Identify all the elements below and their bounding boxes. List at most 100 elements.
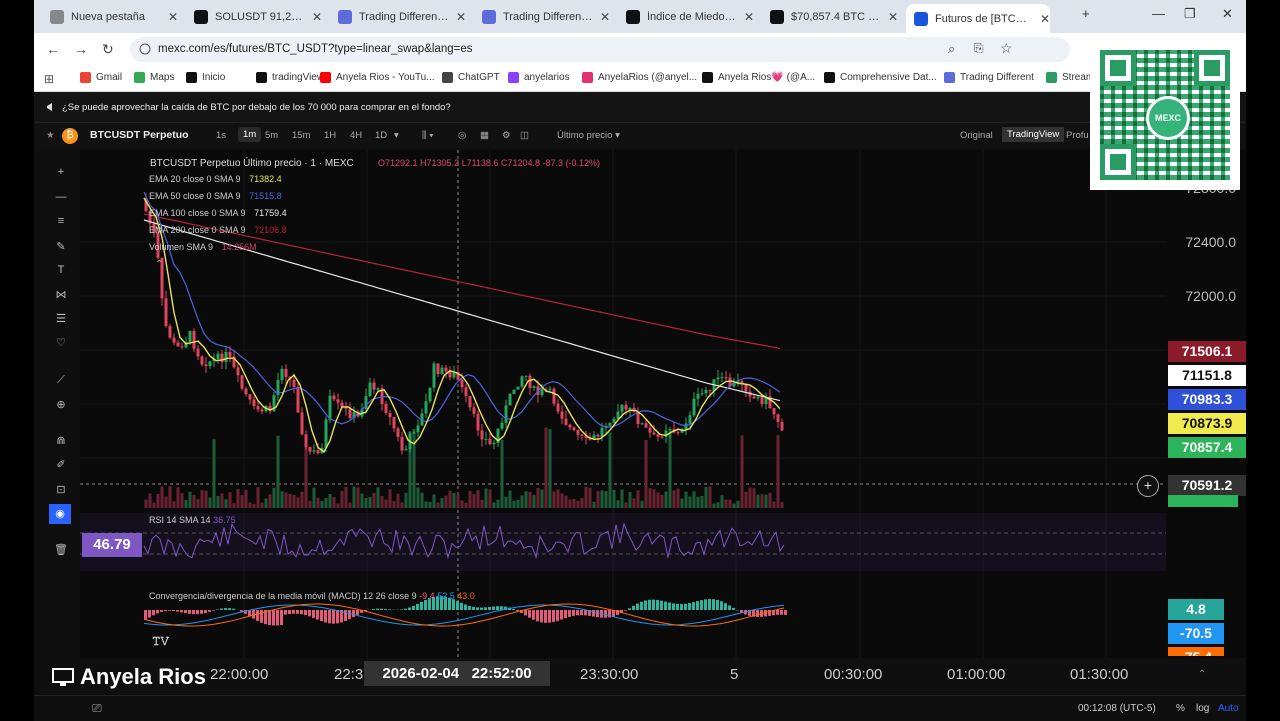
bookmark-item[interactable]: Gmail [80,72,122,83]
candle-body [405,449,408,450]
heart-icon[interactable]: ♡ [54,336,68,350]
interval-5m[interactable]: 5m [265,130,278,141]
ruler-icon[interactable]: ⟋ [54,374,68,388]
browser-tab[interactable]: $70,857.4 BTC Bitcoin✕ [762,5,898,29]
macd-histogram-bar [656,600,659,610]
close-tab-icon[interactable]: ✕ [456,10,466,24]
bookmark-item[interactable]: tradingView [256,72,324,83]
candle-body [329,396,332,420]
candle-body [221,354,224,362]
close-tab-icon[interactable]: ✕ [600,10,610,24]
forward-icon[interactable]: → [74,41,88,57]
browser-tab[interactable]: SOLUSDT 91,2116✕ [186,5,322,29]
bookmark-star-icon[interactable]: ☆ [1000,40,1013,57]
snapshot-icon[interactable]: ◫ [520,130,529,141]
bookmark-item[interactable]: anyelarios [508,72,570,83]
view-option[interactable]: Original [960,130,993,141]
scroll-to-realtime-icon[interactable]: ⌃ [1198,669,1206,680]
horizontal-lines-icon[interactable]: ≡ [54,215,68,229]
macd-histogram-bar [300,610,303,614]
screen-icon[interactable]: ⎚ [92,701,102,716]
fib-tool-icon[interactable]: ☰ [54,312,68,326]
hide-drawings-icon[interactable]: ◉ [49,504,71,524]
browser-tab[interactable]: Trading Different - Pl✕ [474,5,610,29]
interval-15m[interactable]: 15m [292,130,310,141]
indicator-legend-row[interactable]: EMA 50 close 0 SMA 9 71515.8 [149,191,282,201]
macd-histogram-bar [676,604,679,610]
zoom-in-icon[interactable]: ⊕ [54,398,68,412]
zoom-icon[interactable]: ⌕ [948,41,955,57]
minimize-icon[interactable]: — [1152,6,1165,21]
auto-toggle[interactable]: Auto [1218,703,1239,714]
collapse-legend-icon[interactable]: ⌃ [155,259,163,270]
trash-icon[interactable]: 🗑 [54,543,68,557]
indicator-legend-row[interactable]: EMA 200 close 0 SMA 9 72106.8 [149,225,287,235]
favorite-star-icon[interactable]: ★ [46,130,55,141]
close-tab-icon[interactable]: ✕ [888,10,898,24]
view-option[interactable]: TradingView [1002,127,1064,142]
site-settings-icon[interactable] [139,43,151,55]
apps-grid-icon[interactable]: ⊞ [44,72,54,86]
reload-icon[interactable]: ↻ [102,41,114,58]
bookmark-item[interactable]: Maps [134,72,174,83]
layout-icon[interactable]: ▦ [480,130,489,141]
browser-tab[interactable]: Nueva pestaña✕ [42,5,178,29]
close-tab-icon[interactable]: ✕ [312,10,322,24]
news-banner[interactable]: ¿Se puede aprovechar la caída de BTC por… [34,92,1246,123]
bookmark-item[interactable]: ChatGPT [442,72,500,83]
candle-body [333,396,336,400]
pencil-tool-icon[interactable]: ✎ [54,240,68,254]
interval-1s[interactable]: 1s [216,130,226,141]
volume-bar [161,487,164,508]
percent-toggle[interactable]: % [1176,703,1185,714]
maximize-icon[interactable]: ❐ [1184,6,1196,22]
candle-type-icon[interactable]: ⫼ ▾ [422,130,434,141]
macd-histogram-bar [496,606,499,610]
interval-1m[interactable]: 1m [238,127,261,142]
bookmark-item[interactable]: Comprehensive Dat... [824,72,937,83]
back-icon[interactable]: ← [46,41,60,57]
close-tab-icon[interactable]: ✕ [168,10,178,24]
interval-dropdown-icon[interactable]: ▾ [394,130,399,141]
indicator-legend-row[interactable]: EMA 20 close 0 SMA 9 71382.4 [149,174,282,184]
text-tool-icon[interactable]: T [54,264,68,278]
interval-4H[interactable]: 4H [350,130,362,141]
lock-icon[interactable]: ⊡ [54,483,68,497]
address-bar[interactable]: mexc.com/es/futures/BTC_USDT?type=linear… [130,37,1070,62]
add-alert-icon[interactable]: + [1137,475,1159,497]
candle-body [197,349,200,357]
volume-bar [397,494,400,508]
volume-bar [609,433,612,508]
magnet-icon[interactable]: ⋒ [54,434,68,448]
bookmark-item[interactable]: Trading Different [944,72,1034,83]
close-tab-icon[interactable]: ✕ [1040,12,1050,26]
close-window-icon[interactable]: ✕ [1222,6,1233,22]
indicators-icon[interactable]: ◎ [458,130,466,141]
tradingview-logo: 𝚃𝚅 [152,634,169,649]
crosshair-tool-icon[interactable]: + [54,166,68,180]
pattern-tool-icon[interactable]: ⋈ [54,288,68,302]
browser-tab[interactable]: Índice de Miedo y Co✕ [618,5,754,29]
symbol-selector[interactable]: BTCUSDT Perpetuo [90,129,189,141]
settings-gear-icon[interactable]: ⚙ [502,130,511,141]
browser-tab[interactable]: Trading Different - Li✕ [330,5,466,29]
price-type-selector[interactable]: Último precio ▾ [557,130,620,141]
bookmark-item[interactable]: Inicio [186,72,225,83]
lock-draw-icon[interactable]: ✐ [54,458,68,472]
interval-1D[interactable]: 1D [375,130,387,141]
browser-tab[interactable]: Futuros de [BTCUSD]✕ [906,4,1050,33]
new-tab-button[interactable]: + [1082,6,1090,21]
log-toggle[interactable]: log [1196,703,1209,714]
bookmark-item[interactable]: Stream [1046,72,1094,83]
bookmark-item[interactable]: AnyelaRios (@anyel... [582,72,697,83]
bookmark-item[interactable]: Anyela Rios💗 (@A... [702,72,815,83]
interval-1H[interactable]: 1H [324,130,336,141]
install-icon[interactable]: ⎘ [974,41,984,56]
indicator-legend-row[interactable]: EMA 100 close 0 SMA 9 71759.4 [149,208,287,218]
close-tab-icon[interactable]: ✕ [744,10,754,24]
view-option[interactable]: Profu [1066,130,1089,141]
line-tool-icon[interactable]: — [54,191,68,205]
indicator-legend-row[interactable]: Volumen SMA 9 14.256M [149,242,257,252]
bookmark-item[interactable]: Anyela Rios - YouTu... [320,72,435,83]
